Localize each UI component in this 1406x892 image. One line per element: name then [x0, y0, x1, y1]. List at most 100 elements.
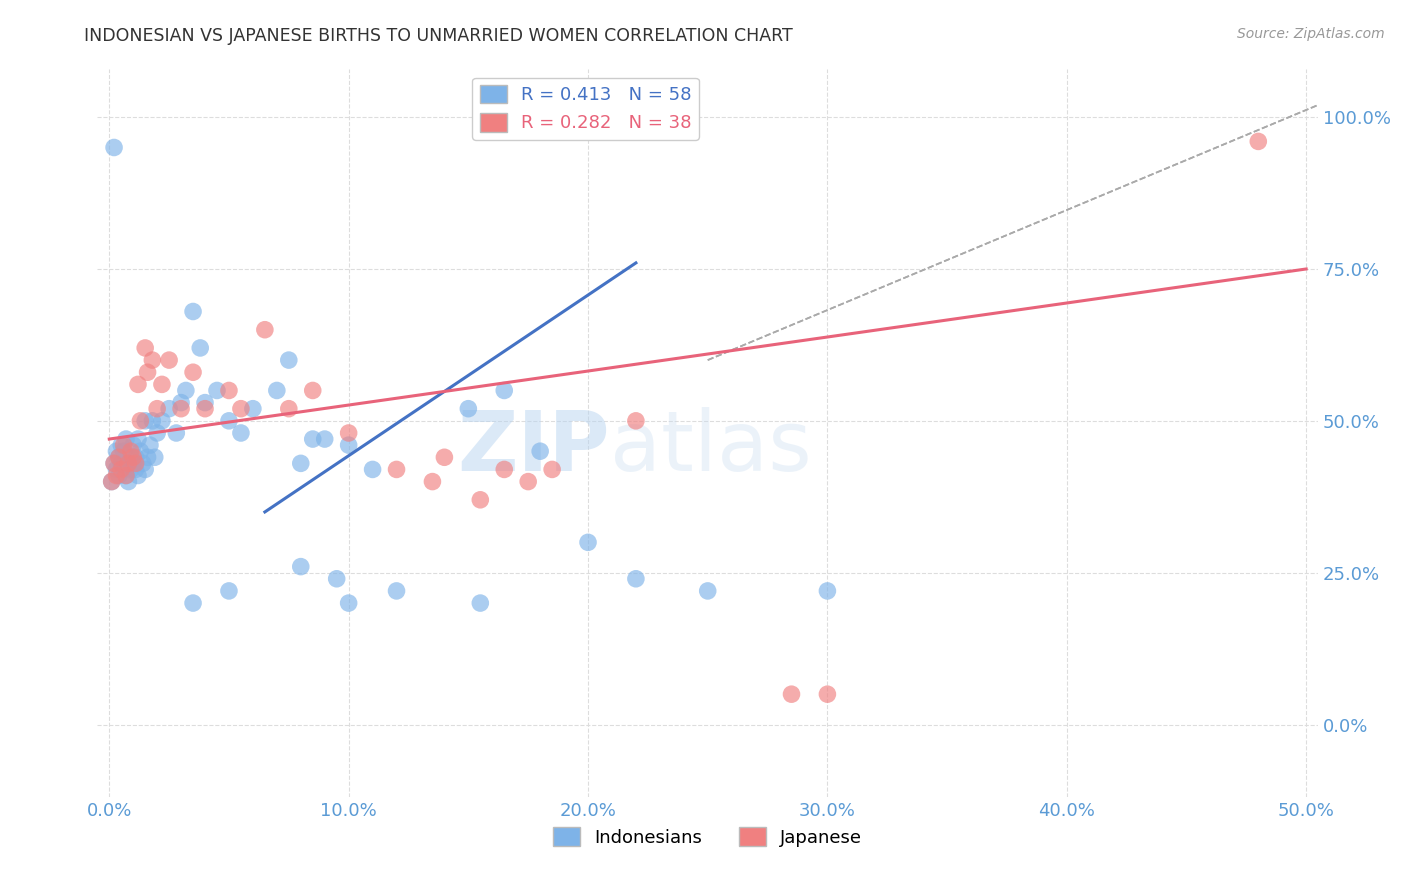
Point: [146, 425, 169, 440]
Point: [129, 444, 152, 458]
Point: [124, 450, 146, 465]
Point: [115, 468, 138, 483]
Point: [105, 462, 128, 476]
Point: [253, 323, 276, 337]
Point: [100, 475, 122, 489]
Point: [122, 438, 145, 452]
Point: [157, 401, 180, 416]
Point: [100, 475, 122, 489]
Point: [229, 401, 252, 416]
Point: [120, 444, 142, 458]
Point: [120, 450, 142, 465]
Point: [129, 414, 152, 428]
Point: [134, 341, 156, 355]
Text: ZIP: ZIP: [457, 407, 610, 488]
Point: [470, 596, 492, 610]
Point: [385, 583, 408, 598]
Point: [337, 596, 360, 610]
Point: [115, 432, 138, 446]
Point: [103, 140, 125, 154]
Point: [110, 462, 132, 476]
Point: [218, 583, 240, 598]
Point: [112, 438, 135, 452]
Point: [325, 572, 347, 586]
Point: [242, 401, 264, 416]
Point: [122, 456, 145, 470]
Point: [120, 462, 142, 476]
Point: [780, 687, 803, 701]
Point: [103, 456, 125, 470]
Point: [181, 596, 204, 610]
Point: [170, 401, 193, 416]
Point: [218, 414, 240, 428]
Point: [194, 401, 217, 416]
Text: Source: ZipAtlas.com: Source: ZipAtlas.com: [1237, 27, 1385, 41]
Point: [576, 535, 599, 549]
Point: [157, 353, 180, 368]
Point: [290, 456, 312, 470]
Point: [146, 401, 169, 416]
Point: [290, 559, 312, 574]
Legend: Indonesians, Japanese: Indonesians, Japanese: [546, 821, 869, 854]
Point: [141, 414, 163, 428]
Text: atlas: atlas: [610, 407, 811, 488]
Point: [143, 450, 166, 465]
Point: [124, 456, 146, 470]
Point: [115, 468, 138, 483]
Point: [150, 414, 173, 428]
Point: [124, 462, 146, 476]
Point: [108, 468, 131, 483]
Point: [108, 450, 131, 465]
Point: [494, 462, 516, 476]
Point: [103, 456, 125, 470]
Point: [181, 304, 204, 318]
Point: [361, 462, 384, 476]
Point: [188, 341, 211, 355]
Point: [815, 687, 838, 701]
Point: [624, 414, 647, 428]
Point: [517, 475, 540, 489]
Point: [134, 414, 156, 428]
Point: [112, 444, 135, 458]
Point: [134, 462, 156, 476]
Point: [314, 432, 336, 446]
Point: [105, 468, 128, 483]
Point: [337, 438, 360, 452]
Point: [696, 583, 718, 598]
Point: [181, 365, 204, 379]
Point: [117, 456, 139, 470]
Point: [105, 444, 128, 458]
Point: [266, 384, 288, 398]
Point: [170, 395, 193, 409]
Point: [277, 401, 299, 416]
Point: [139, 438, 162, 452]
Point: [337, 425, 360, 440]
Point: [122, 450, 145, 465]
Point: [127, 468, 149, 483]
Point: [117, 456, 139, 470]
Point: [136, 450, 159, 465]
Point: [141, 353, 163, 368]
Point: [127, 432, 149, 446]
Point: [150, 377, 173, 392]
Point: [229, 425, 252, 440]
Point: [132, 456, 155, 470]
Point: [457, 401, 479, 416]
Point: [218, 384, 240, 398]
Point: [385, 462, 408, 476]
Point: [815, 583, 838, 598]
Point: [541, 462, 564, 476]
Point: [529, 444, 551, 458]
Point: [277, 353, 299, 368]
Point: [470, 492, 492, 507]
Point: [174, 384, 197, 398]
Point: [624, 572, 647, 586]
Point: [117, 475, 139, 489]
Point: [165, 425, 187, 440]
Point: [136, 365, 159, 379]
Point: [110, 456, 132, 470]
Point: [112, 462, 135, 476]
Point: [205, 384, 228, 398]
Point: [301, 384, 323, 398]
Point: [494, 384, 516, 398]
